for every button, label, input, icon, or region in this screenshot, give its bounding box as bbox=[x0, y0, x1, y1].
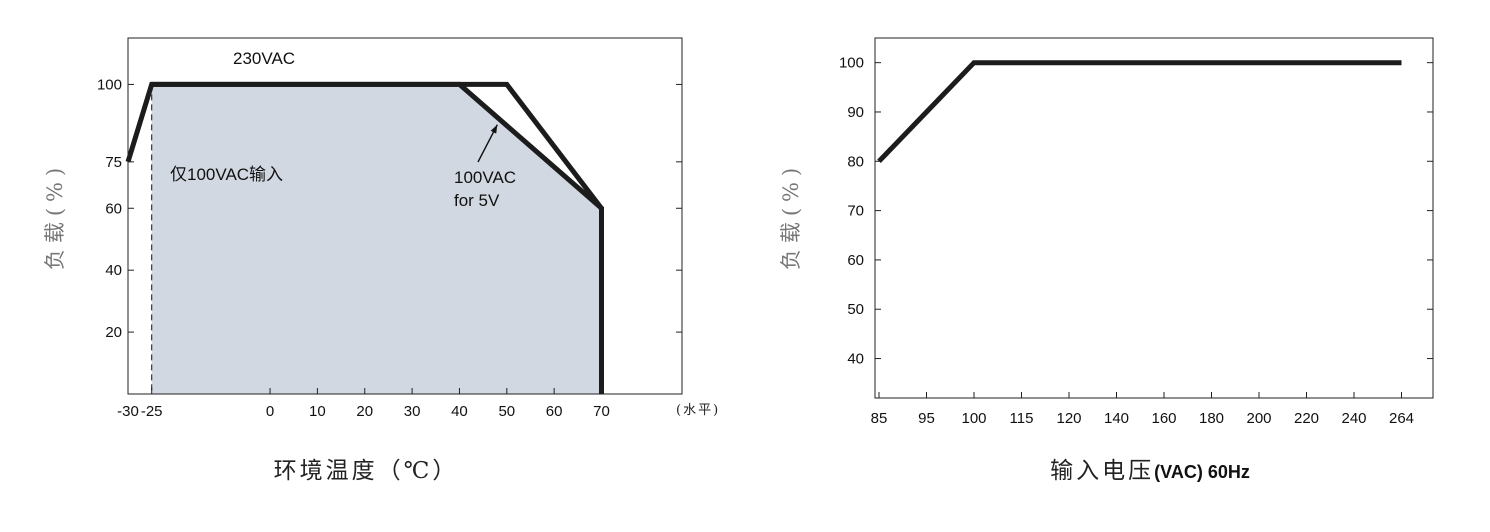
x-tick-label: 240 bbox=[1341, 410, 1366, 427]
y-tick-label: 100 bbox=[97, 76, 122, 93]
plot-frame-1 bbox=[127, 37, 683, 395]
x-tick-label: 10 bbox=[309, 403, 326, 420]
x-tick-label: 70 bbox=[593, 403, 610, 420]
y-axis-title-1: 负载(%) bbox=[43, 162, 67, 270]
annotation-arrow bbox=[477, 124, 498, 163]
y-tick-label: 75 bbox=[105, 154, 122, 171]
x-tick-label: 120 bbox=[1056, 410, 1081, 427]
derating-vs-temperature-chart: -30 -25 0 10 20 30 40 50 60 70 20 40 60 75 100 230VAC… bbox=[43, 37, 720, 484]
y-tick-label: 80 bbox=[847, 153, 864, 170]
x-axis-title-2-unit: (VAC) 60Hz bbox=[1154, 462, 1250, 482]
y-axis-2: 40 50 60 70 80 90 100 bbox=[839, 55, 1433, 368]
y-tick-label: 20 bbox=[105, 324, 122, 341]
x-tick-label: 30 bbox=[404, 403, 421, 420]
y-tick-label: 70 bbox=[847, 203, 864, 220]
label-for-5v: for 5V bbox=[454, 191, 500, 210]
plot-area-1 bbox=[125, 81, 604, 395]
x-tick-label: 264 bbox=[1389, 410, 1414, 427]
label-100vac: 100VAC bbox=[454, 168, 516, 187]
x-tick-label: 20 bbox=[356, 403, 373, 420]
x-axis-2: 85 95 100 115 120 140 160 180 200 220 240 264 bbox=[871, 392, 1414, 427]
x-tick-label: 60 bbox=[546, 403, 563, 420]
curve-load-vs-voltage bbox=[877, 60, 1402, 164]
load-vs-input-voltage-chart: 85 95 100 115 120 140 160 180 200 220 240 264 40 50 6… bbox=[779, 37, 1434, 484]
x-tick-label: 115 bbox=[1010, 410, 1034, 427]
x-tick-label: 95 bbox=[918, 410, 935, 427]
plot-frame-2 bbox=[874, 37, 1434, 399]
x-tick-label: 85 bbox=[871, 410, 888, 427]
x-axis-title-2-cn: 输入电压 bbox=[1050, 458, 1154, 484]
x-tick-label: -30 bbox=[117, 403, 139, 420]
y-tick-label: 40 bbox=[105, 262, 122, 279]
x-tick-label: 160 bbox=[1151, 410, 1176, 427]
arrow-head bbox=[490, 124, 498, 134]
derating-fill-100vac bbox=[151, 84, 602, 395]
y-axis-1: 20 40 60 75 100 bbox=[97, 76, 682, 341]
plot-area-2 bbox=[877, 60, 1402, 164]
x-tick-label: 180 bbox=[1199, 410, 1224, 427]
label-100vac-only: 仅100VAC输入 bbox=[170, 165, 283, 184]
y-tick-label: 60 bbox=[847, 252, 864, 269]
y-axis-title-2: 负载(%) bbox=[779, 162, 803, 270]
y-tick-label: 40 bbox=[847, 351, 864, 368]
x-axis-title-2: 输入电压(VAC) 60Hz bbox=[1050, 458, 1250, 484]
x-tick-label: 100 bbox=[961, 410, 986, 427]
x-tick-label: 50 bbox=[498, 403, 515, 420]
y-tick-label: 60 bbox=[105, 200, 122, 217]
x-tick-label: 200 bbox=[1246, 410, 1271, 427]
x-tick-label: 220 bbox=[1294, 410, 1319, 427]
x-axis-title-1: 环境温度（℃） bbox=[274, 458, 459, 484]
curve-230vac bbox=[125, 81, 604, 394]
y-tick-label: 90 bbox=[847, 104, 864, 121]
y-tick-label: 50 bbox=[847, 301, 864, 318]
label-230vac: 230VAC bbox=[233, 49, 295, 68]
x-axis-1: -30 -25 0 10 20 30 40 50 60 70 bbox=[117, 388, 610, 420]
y-tick-label: 100 bbox=[839, 55, 864, 72]
x-tick-label: -25 bbox=[141, 403, 163, 420]
x-tick-label: 140 bbox=[1104, 410, 1129, 427]
x-tick-label: 0 bbox=[266, 403, 274, 420]
x-unit-label-1: (水平) bbox=[676, 403, 720, 418]
x-tick-label: 40 bbox=[451, 403, 468, 420]
